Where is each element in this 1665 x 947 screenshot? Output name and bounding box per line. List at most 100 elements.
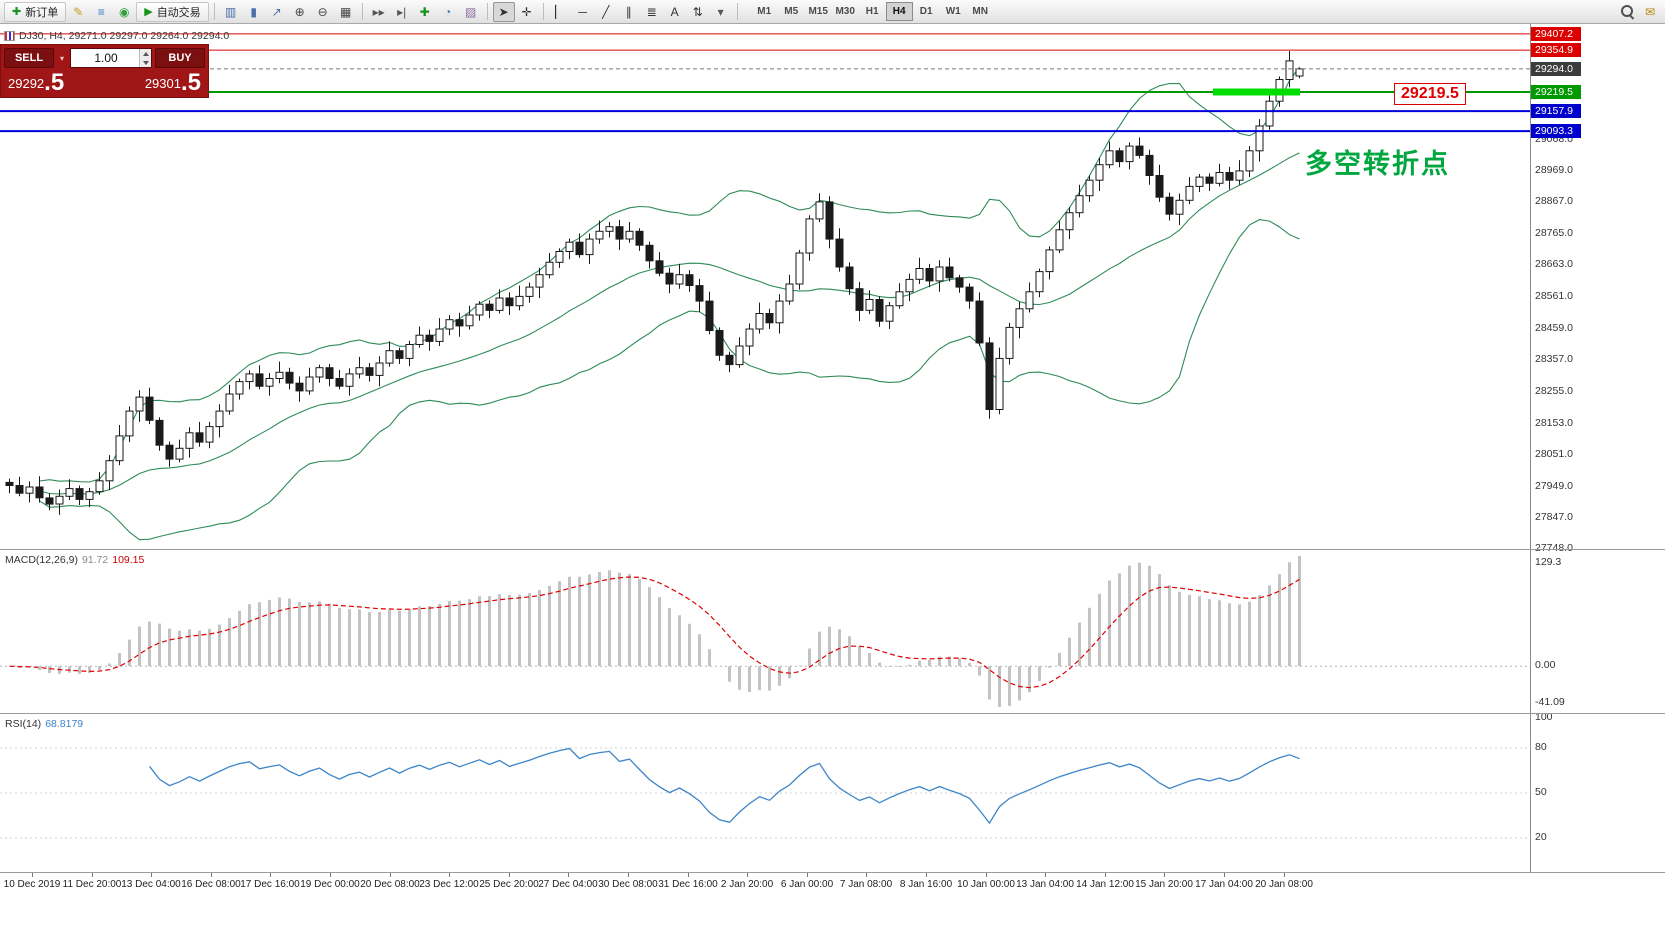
rsi-line	[148, 747, 1300, 825]
macd-panel-divider[interactable]	[0, 549, 1665, 550]
periods-icon[interactable]: ◔	[444, 4, 452, 19]
arrows-icon[interactable]: ⇅	[692, 4, 703, 19]
timeframe-h4[interactable]: H4	[885, 2, 913, 21]
candlesticks	[5, 51, 1304, 515]
price-tag[interactable]: 29354.9	[1531, 43, 1581, 57]
time-axis-label: 20 Dec 08:00	[360, 879, 420, 890]
price-axis-label: 28255.0	[1535, 385, 1573, 397]
time-axis-tick	[151, 873, 152, 877]
zoom-out-icon[interactable]: ⊖	[317, 4, 328, 19]
price-axis-label: 28561.0	[1535, 290, 1573, 302]
bar-chart-icon[interactable]: ▥	[225, 4, 237, 19]
line-chart-icon[interactable]: ↗	[271, 4, 282, 19]
timeframe-mn[interactable]: MN	[972, 6, 988, 17]
time-axis-tick	[330, 873, 331, 877]
new-order-button[interactable]: ✚ 新订单	[4, 1, 67, 22]
support-highlight-segment	[1213, 88, 1300, 96]
toolbar-separator	[542, 3, 544, 20]
rsi-label: RSI(14)	[5, 718, 42, 730]
timeframe-w1[interactable]: W1	[945, 6, 961, 17]
time-axis[interactable]: 10 Dec 2019 11 Dec 20:00 13 Dec 04:00 16 De…	[0, 873, 1530, 896]
time-axis-label: 30 Dec 08:00	[598, 879, 658, 890]
rsi-axis-label: 80	[1535, 741, 1547, 753]
volume-dropdown-icon[interactable]: ▾	[59, 53, 64, 63]
candlestick-chart-icon[interactable]: ▮	[250, 4, 257, 19]
time-axis-label: 11 Dec 20:00	[62, 879, 122, 890]
price-tag[interactable]: 29407.2	[1531, 27, 1581, 41]
volume-spinner[interactable]	[139, 49, 151, 67]
one-click-trade-panel: SELL ▾ BUY 29292 .5 29301	[0, 44, 209, 98]
tile-windows-icon[interactable]: ▦	[340, 4, 352, 19]
rsi-axis-label: 20	[1535, 831, 1547, 843]
toolbar: ✚ 新订单 ✎ ≡ ◉ ▶ 自动交易 ▥ ▮ ↗ ⊕ ⊖ ▦ ▸▸ ▸| ✚ ◔ ▨ ➤ ✛ ▏ ─ ╱ ∥ ≣ A ⇅ ▾ M1 M5 M…	[0, 0, 1665, 24]
price-callout-label: 29219.5	[1394, 83, 1466, 105]
text-icon[interactable]: A	[670, 4, 679, 19]
auto-scroll-icon[interactable]: ▸▸	[372, 4, 385, 19]
macd-value: 91.72	[81, 554, 109, 566]
timeframe-d1[interactable]: D1	[919, 6, 933, 17]
price-axis-label: 27847.0	[1535, 511, 1573, 523]
price-tag[interactable]: 29093.3	[1531, 124, 1581, 138]
metaeditor-icon[interactable]: ✎	[73, 4, 84, 19]
indicators-icon[interactable]: ✚	[419, 4, 430, 19]
price-axis-label: 28867.0	[1535, 195, 1573, 207]
toolbar-separator	[361, 3, 363, 20]
market-watch-icon[interactable]: ≡	[97, 4, 105, 19]
price-scale[interactable]: 29068.0 28969.0 28867.0 28765.0 28663.0 28561…	[1530, 24, 1665, 872]
time-axis-label: 17 Dec 16:00	[240, 879, 300, 890]
templates-icon[interactable]: ▨	[465, 4, 477, 19]
zoom-in-icon[interactable]: ⊕	[294, 4, 305, 19]
sell-price[interactable]: 29292 .5	[8, 71, 64, 95]
chart-shift-icon[interactable]: ▸|	[397, 4, 407, 19]
price-tag[interactable]: 29157.9	[1531, 104, 1581, 118]
search-icon[interactable]	[1616, 2, 1638, 22]
sell-button[interactable]: SELL	[4, 48, 54, 68]
auto-trading-button[interactable]: ▶ 自动交易	[136, 1, 209, 22]
horizontal-line-icon[interactable]: ─	[578, 4, 587, 19]
time-axis-label: 23 Dec 12:00	[419, 879, 479, 890]
rsi-canvas	[0, 747, 1530, 839]
buy-price[interactable]: 29301 .5	[145, 69, 201, 96]
price-chart-canvas[interactable]	[0, 24, 1530, 549]
strategy-tester-icon[interactable]: ◉	[118, 4, 130, 19]
time-axis-label: 27 Dec 04:00	[538, 879, 598, 890]
trendline-icon[interactable]: ╱	[602, 4, 610, 19]
macd-panel[interactable]: MACD(12,26,9) 91.72 109.15	[0, 550, 1530, 713]
price-tag[interactable]: 29219.5	[1531, 85, 1581, 99]
auto-trading-button-label: 自动交易	[156, 6, 201, 19]
rsi-panel-divider[interactable]	[0, 713, 1665, 714]
time-axis-tick	[211, 873, 212, 877]
timeframe-m30[interactable]: M30	[835, 6, 855, 17]
timeframe-m1[interactable]: M1	[757, 6, 772, 17]
bollinger-middle-band	[39, 152, 1300, 495]
timeframe-h1[interactable]: H1	[865, 6, 879, 17]
price-axis-label: 28969.0	[1535, 164, 1573, 176]
horizontal-level-lines[interactable]	[0, 33, 1530, 133]
volume-up-icon[interactable]	[142, 51, 149, 56]
time-axis-label: 16 Dec 08:00	[181, 879, 241, 890]
chart-icon	[4, 31, 15, 41]
price-chart-panel[interactable]: DJ30, H4, 29271.0 29297.0 29264.0 29294.…	[0, 24, 1530, 549]
shapes-dropdown-icon[interactable]: ▾	[717, 4, 724, 19]
volume-input[interactable]	[70, 48, 152, 68]
buy-button[interactable]: BUY	[155, 48, 205, 68]
timeframe-m15[interactable]: M15	[808, 6, 828, 17]
volume-down-icon[interactable]	[142, 60, 149, 65]
cursor-icon[interactable]: ➤	[492, 1, 515, 22]
current-price-tag[interactable]: 29294.0	[1531, 62, 1581, 76]
macd-canvas	[0, 556, 1530, 707]
time-axis-label: 20 Jan 08:00	[1255, 879, 1313, 890]
chat-icon[interactable]: ✉	[1644, 4, 1656, 19]
rsi-axis-label: 100	[1535, 711, 1553, 723]
crosshair-icon[interactable]: ✛	[521, 4, 532, 19]
buy-price-pips: .5	[180, 69, 201, 96]
vertical-line-icon[interactable]: ▏	[555, 4, 565, 19]
rsi-panel[interactable]: RSI(14) 68.8179	[0, 714, 1530, 872]
volume-field	[70, 48, 152, 68]
time-axis-tick	[807, 873, 808, 877]
timeframe-m5[interactable]: M5	[784, 6, 799, 17]
new-order-button-icon: ✚	[12, 6, 22, 18]
channel-icon[interactable]: ∥	[625, 4, 632, 19]
fibonacci-icon[interactable]: ≣	[646, 4, 657, 19]
macd-axis-label: 129.3	[1535, 556, 1562, 568]
